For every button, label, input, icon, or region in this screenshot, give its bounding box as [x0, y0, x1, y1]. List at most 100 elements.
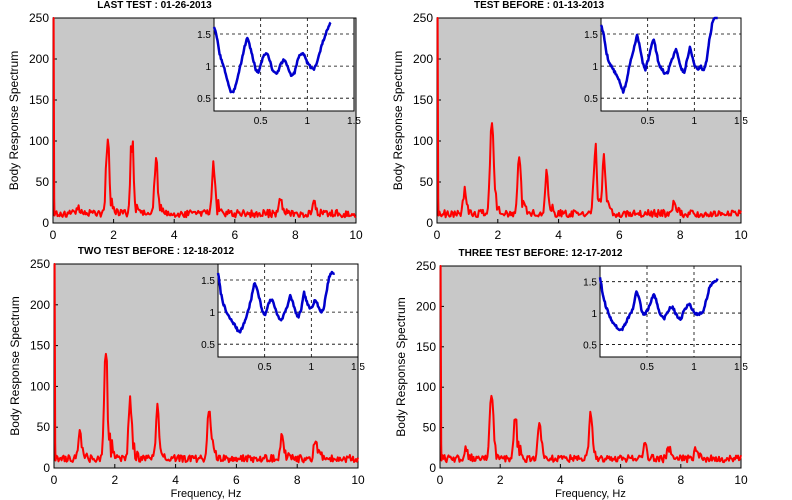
x-axis-label: Frequency, Hz [555, 488, 626, 500]
y-tick-label: 100 [413, 134, 433, 148]
inset-line [599, 16, 719, 94]
x-tick-label: 2 [111, 473, 118, 487]
x-tick-label: 10 [349, 228, 363, 242]
y-axis-label: Body Response Spectrum [7, 51, 21, 190]
x-tick-label: 8 [292, 228, 299, 242]
y-tick-label: 150 [416, 340, 436, 354]
y-tick-label: 200 [413, 52, 433, 66]
x-tick-label: 0 [51, 473, 58, 487]
inset-x-tick-label: 0.5 [641, 116, 655, 127]
y-tick-label: 0 [426, 216, 433, 230]
y-tick-label: 0 [43, 461, 50, 475]
inset-y-tick-label: 1 [209, 308, 215, 319]
inset-y-tick-label: 0.5 [197, 94, 211, 105]
y-tick-label: 200 [30, 298, 50, 312]
x-tick-label: 6 [233, 473, 240, 487]
x-tick-label: 0 [50, 228, 57, 242]
spectrum-line [53, 263, 359, 464]
inset-plot-area [217, 263, 359, 358]
y-tick-label: 200 [416, 299, 436, 313]
y-tick-label: 100 [30, 379, 50, 393]
y-tick-label: 50 [423, 421, 437, 435]
chart-title: THREE TEST BEFORE: 12-17-2012 [459, 248, 623, 259]
y-tick-label: 100 [29, 134, 49, 148]
x-tick-label: 8 [677, 473, 684, 487]
x-tick-label: 2 [497, 473, 504, 487]
spectrum-line [52, 17, 357, 219]
inset-x-tick-label: 0.5 [254, 116, 268, 127]
x-tick-label: 8 [677, 228, 684, 242]
inset-x-tick-label: 1.5 [734, 362, 748, 373]
x-tick-label: 4 [171, 228, 178, 242]
panel-4: THREE TEST BEFORE: 12-17-201205010015020… [394, 248, 748, 500]
inset-x-tick-label: 1.5 [351, 362, 365, 373]
inset-x-tick-label: 1 [309, 362, 315, 373]
chart-title: TEST BEFORE : 01-13-2013 [474, 0, 604, 11]
inset-plot-area [213, 17, 355, 112]
y-tick-label: 50 [36, 175, 50, 189]
inset-y-tick-label: 1.5 [583, 278, 597, 289]
y-tick-label: 150 [29, 93, 49, 107]
inset-plot-area [599, 265, 742, 358]
x-tick-label: 6 [617, 473, 624, 487]
inset-x-tick-label: 0.5 [640, 362, 654, 373]
inset-y-tick-label: 1.5 [197, 30, 211, 41]
y-axis-label: Body Response Spectrum [8, 296, 22, 435]
y-tick-label: 0 [429, 461, 436, 475]
inset-line [598, 277, 719, 332]
inset-x-tick-label: 1 [692, 116, 698, 127]
panel-1: LAST TEST : 01-26-2013 0 50 100 150 200 250 0 2 4… [7, 0, 363, 242]
inset-y-tick-label: 1.5 [201, 276, 215, 287]
x-tick-label: 2 [110, 228, 117, 242]
inset-x-tick-label: 1 [691, 362, 697, 373]
inset-y-tick-label: 0.5 [583, 340, 597, 351]
inset-y-tick-label: 1 [205, 62, 211, 73]
x-tick-label: 0 [437, 473, 444, 487]
inset-y-tick-label: 0.5 [584, 94, 598, 105]
inset-y-tick-label: 0.5 [201, 340, 215, 351]
inset-y-tick-label: 1.5 [584, 30, 598, 41]
x-tick-label: 6 [616, 228, 623, 242]
panel-2: TEST BEFORE : 01-13-20130501001502002500… [391, 0, 748, 242]
inset-chart: 0.5 1 1.5 0.5 1 1.5 [197, 17, 361, 127]
inset-y-tick-label: 1 [592, 62, 598, 73]
x-tick-label: 6 [231, 228, 238, 242]
inset-x-tick-label: 0.5 [258, 362, 272, 373]
x-tick-label: 4 [555, 228, 562, 242]
chart-title: LAST TEST : 01-26-2013 [97, 0, 212, 11]
inset-chart: 0.5 1 1.5 0.5 1 1.5 [201, 263, 365, 373]
y-tick-label: 200 [29, 52, 49, 66]
panel-3: TWO TEST BEFORE : 12-18-2012050100150200… [8, 246, 365, 500]
y-tick-label: 250 [29, 11, 49, 25]
spectrum-line [439, 265, 742, 464]
y-tick-label: 0 [42, 216, 49, 230]
y-tick-label: 250 [416, 259, 436, 273]
x-tick-label: 4 [557, 473, 564, 487]
y-tick-label: 50 [37, 420, 51, 434]
inset-x-tick-label: 1.5 [734, 116, 748, 127]
y-tick-label: 150 [413, 93, 433, 107]
spectrum-line [436, 17, 742, 219]
x-tick-label: 0 [434, 228, 441, 242]
inset-line [212, 21, 332, 94]
x-tick-label: 10 [351, 473, 365, 487]
inset-x-tick-label: 1.5 [347, 116, 361, 127]
inset-chart: 0.5 1 1.5 0.5 1 1.5 [583, 265, 748, 373]
inset-y-tick-label: 1 [591, 309, 597, 320]
x-tick-label: 8 [294, 473, 301, 487]
x-tick-label: 2 [494, 228, 501, 242]
x-tick-label: 10 [734, 228, 748, 242]
inset-line [216, 270, 336, 334]
y-axis-label: Body Response Spectrum [391, 51, 405, 190]
x-tick-label: 4 [172, 473, 179, 487]
x-tick-label: 10 [734, 473, 748, 487]
inset-x-tick-label: 1 [305, 116, 311, 127]
y-tick-label: 150 [30, 339, 50, 353]
chart-title: TWO TEST BEFORE : 12-18-2012 [78, 246, 235, 257]
y-tick-label: 250 [30, 257, 50, 271]
y-tick-label: 250 [413, 11, 433, 25]
y-tick-label: 100 [416, 380, 436, 394]
y-axis-label: Body Response Spectrum [394, 297, 408, 436]
x-axis-label: Frequency, Hz [171, 488, 242, 500]
